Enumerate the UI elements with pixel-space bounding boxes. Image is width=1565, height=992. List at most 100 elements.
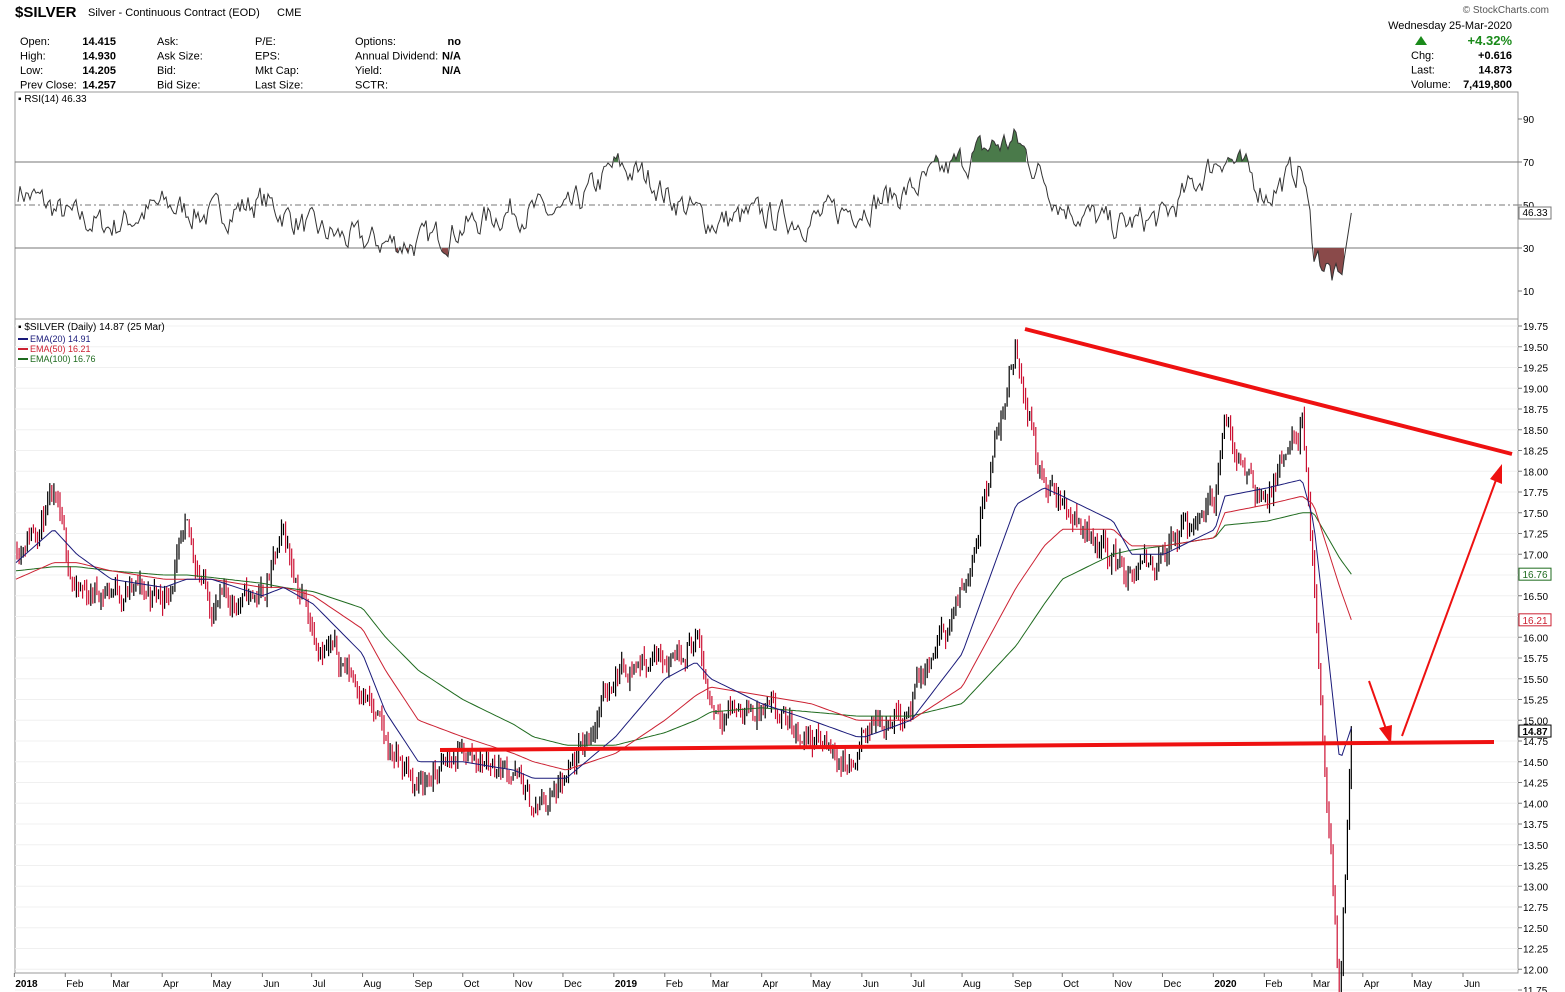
rsi-line bbox=[17, 127, 1352, 281]
svg-text:46.33: 46.33 bbox=[1522, 208, 1547, 219]
annotations bbox=[439, 327, 1513, 752]
quote-left: Open: 14.415 High: 14.930 Low: 14.205 Prev Clo… bbox=[20, 36, 116, 92]
value-tag-label: 16.21 bbox=[1522, 616, 1547, 627]
x-tick-label: 2019 bbox=[615, 979, 638, 990]
header: $SILVER Silver - Continuous Contract (EO… bbox=[15, 4, 1549, 92]
price-tick-label: 13.75 bbox=[1523, 820, 1548, 831]
price-tick-label: 12.00 bbox=[1523, 965, 1548, 976]
price-tick-label: 12.25 bbox=[1523, 945, 1548, 956]
rsi-overbought-fill bbox=[972, 129, 1026, 162]
price-tick-label: 19.00 bbox=[1523, 384, 1548, 395]
down-arrow-shaft bbox=[1368, 680, 1387, 730]
price-tick-label: 15.25 bbox=[1523, 696, 1548, 707]
price-tick-label: 12.75 bbox=[1523, 903, 1548, 914]
x-tick-label: Sep bbox=[414, 979, 432, 990]
quote-right: Chg: +0.616 Last: 14.873 Volume: 7,419,800 bbox=[1411, 50, 1512, 91]
quote-left-value: 14.205 bbox=[82, 65, 116, 77]
x-tick-label: Jun bbox=[1464, 979, 1480, 990]
price-tick-label: 14.75 bbox=[1523, 737, 1548, 748]
up-arrow-shaft bbox=[1401, 479, 1497, 737]
quote-right-label: Volume: bbox=[1411, 79, 1451, 91]
quote-mid1-label: Ask: bbox=[157, 36, 178, 48]
quote-mid1: Ask: Ask Size: Bid: Bid Size: bbox=[157, 36, 203, 92]
x-tick-label: Apr bbox=[1364, 979, 1380, 990]
price-tick-label: 11.75 bbox=[1523, 986, 1548, 992]
price-tick-label: 13.25 bbox=[1523, 862, 1548, 873]
price-tick-label: 19.25 bbox=[1523, 364, 1548, 375]
support-trendline bbox=[439, 740, 1495, 752]
price-legend: ▪ $SILVER (Daily) 14.87 (25 Mar) bbox=[18, 322, 165, 333]
value-tag-box bbox=[1518, 724, 1552, 738]
quote-mid2-label: P/E: bbox=[255, 36, 276, 48]
resistance-trendline bbox=[1024, 327, 1513, 456]
x-tick-label: Oct bbox=[1063, 979, 1079, 990]
price-tick-label: 18.75 bbox=[1523, 405, 1548, 416]
x-tick-label: Jul bbox=[313, 979, 326, 990]
ema-legend-label: EMA(50) 16.21 bbox=[30, 344, 91, 354]
quote-mid1-label: Ask Size: bbox=[157, 51, 203, 63]
price-tick-label: 19.50 bbox=[1523, 343, 1548, 354]
ema-legend-label: EMA(20) 14.91 bbox=[30, 334, 91, 344]
quote-mid3: Options: no Annual Dividend: N/A Yield: N/A SC… bbox=[355, 36, 461, 92]
x-tick-label: Aug bbox=[963, 979, 981, 990]
rsi-overbought-fill bbox=[614, 153, 618, 162]
exchange: CME bbox=[277, 7, 301, 19]
x-tick-label: May bbox=[1413, 979, 1432, 990]
quote-date: Wednesday 25-Mar-2020 bbox=[1388, 20, 1512, 32]
price-y-axis: 19.75 19.50 19.25 19.00 18.75 18.50 18.25 18.00… bbox=[1518, 322, 1548, 992]
x-tick-label: Feb bbox=[666, 979, 684, 990]
down-arrow-icon bbox=[1379, 725, 1392, 744]
price-tick-label: 16.50 bbox=[1523, 592, 1548, 603]
rsi-tick-label: 70 bbox=[1523, 158, 1535, 169]
price-tick-label: 17.50 bbox=[1523, 509, 1548, 520]
price-tick-label: 13.50 bbox=[1523, 841, 1548, 852]
quote-mid2-label: Mkt Cap: bbox=[255, 65, 299, 77]
rsi-tick-label: 10 bbox=[1523, 287, 1535, 298]
quote-left-value: 14.415 bbox=[82, 36, 116, 48]
ema-legend-label: EMA(100) 16.76 bbox=[30, 354, 96, 364]
quote-mid3-label: SCTR: bbox=[355, 80, 388, 92]
price-tick-label: 12.50 bbox=[1523, 924, 1548, 935]
quote-left-label: Prev Close: bbox=[20, 80, 77, 92]
value-tag-label: 16.76 bbox=[1522, 570, 1547, 581]
up-arrow-icon bbox=[1415, 36, 1427, 45]
ema50-line bbox=[15, 496, 1352, 771]
x-tick-label: Jun bbox=[863, 979, 879, 990]
x-tick-label: 2020 bbox=[1214, 979, 1237, 990]
quote-mid3-label: Yield: bbox=[355, 65, 382, 77]
quote-mid3-value: N/A bbox=[442, 65, 461, 77]
rsi-reference-lines bbox=[15, 161, 1518, 249]
quote-mid3-value: N/A bbox=[442, 51, 461, 63]
change-percent: +4.32% bbox=[1468, 33, 1513, 48]
x-tick-label: May bbox=[212, 979, 231, 990]
price-panel: ▪ $SILVER (Daily) 14.87 (25 Mar) EMA(20)… bbox=[14, 318, 1552, 992]
quote-mid3-value: no bbox=[448, 36, 462, 48]
x-tick-label: Apr bbox=[163, 979, 179, 990]
price-tick-label: 19.75 bbox=[1523, 322, 1548, 333]
quote-left-value: 14.257 bbox=[82, 80, 116, 92]
ema20-line bbox=[15, 479, 1352, 779]
quote-left-value: 14.930 bbox=[82, 51, 116, 63]
quote-mid2-label: EPS: bbox=[255, 51, 280, 63]
x-tick-label: Apr bbox=[763, 979, 779, 990]
quote-right-label: Chg: bbox=[1411, 50, 1434, 62]
symbol: $SILVER bbox=[15, 4, 77, 21]
price-panel-frame bbox=[14, 318, 1519, 974]
rsi-legend: ▪ RSI(14) 46.33 bbox=[18, 94, 87, 105]
quote-mid3-label: Options: bbox=[355, 36, 396, 48]
price-tick-label: 18.00 bbox=[1523, 467, 1548, 478]
value-tag-box bbox=[1518, 613, 1552, 627]
watermark: © StockCharts.com bbox=[1463, 5, 1549, 16]
x-tick-label: Jul bbox=[912, 979, 925, 990]
x-tick-label: Oct bbox=[464, 979, 480, 990]
price-tick-label: 17.00 bbox=[1523, 550, 1548, 561]
quote-mid1-label: Bid: bbox=[157, 65, 176, 77]
rsi-panel: ▪ RSI(14) 46.33 9070503010 46.33 bbox=[14, 91, 1552, 320]
description: Silver - Continuous Contract (EOD) bbox=[88, 7, 260, 19]
price-tick-label: 14.50 bbox=[1523, 758, 1548, 769]
quote-mid3-label: Annual Dividend: bbox=[355, 51, 438, 63]
x-tick-label: Feb bbox=[66, 979, 84, 990]
price-gridlines bbox=[15, 325, 1518, 991]
quote-mid2: P/E: EPS: Mkt Cap: Last Size: bbox=[255, 36, 303, 92]
